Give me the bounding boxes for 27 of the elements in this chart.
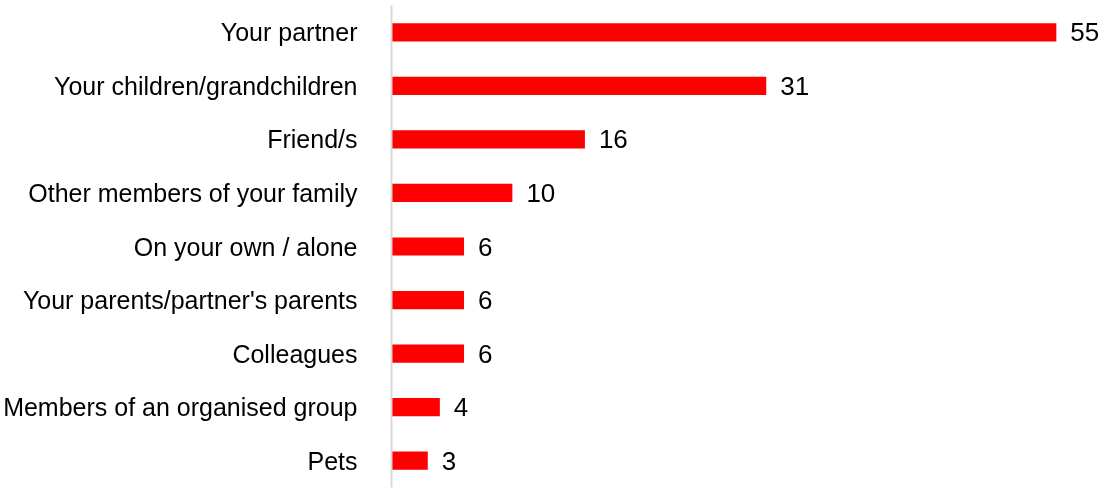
bar [391,23,1057,42]
data-label: 10 [526,177,556,208]
bar [391,76,767,95]
y-tick-label: On your own / alone [133,232,358,261]
bar [391,290,465,310]
y-tick-label: Colleagues [232,339,358,368]
y-tick-label: Friend/s [267,125,358,154]
bar [391,398,440,417]
y-tick-label: Your parents/partner's parents [22,286,358,315]
data-label: 3 [441,445,457,476]
data-label: 6 [478,338,493,369]
bar [391,237,465,256]
bar [391,130,585,149]
data-label: 31 [780,70,810,101]
bar [391,451,428,470]
data-label: 55 [1070,17,1100,48]
y-tick-label: Other members of your family [28,178,358,207]
data-label: 6 [478,231,493,262]
data-label: 16 [598,124,628,155]
bar [391,344,465,363]
y-tick-label: Your children/grandchildren [54,71,358,100]
y-tick-label: Your partner [220,18,358,47]
y-tick-label: Pets [307,446,358,475]
data-label: 6 [478,285,493,316]
y-tick-label: Members of an organised group [3,393,358,422]
data-label: 4 [453,392,469,423]
bar [391,183,513,203]
